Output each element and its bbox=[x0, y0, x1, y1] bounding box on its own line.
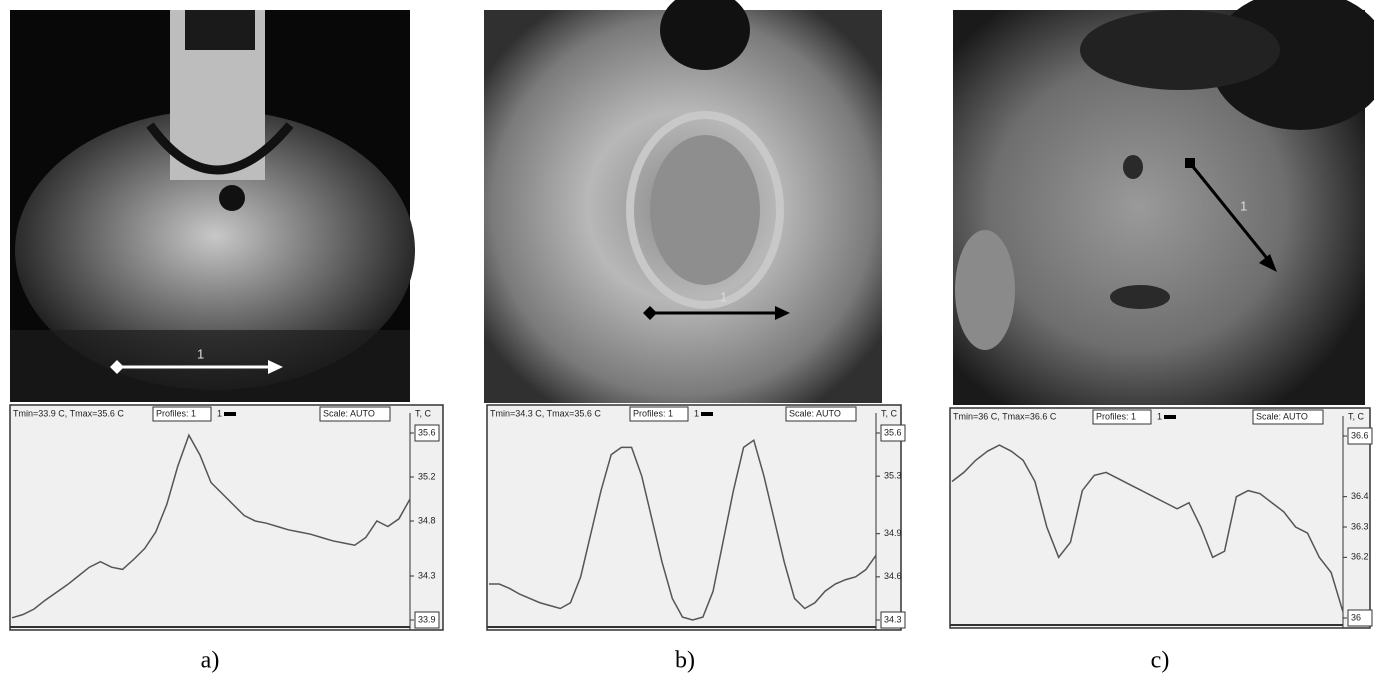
y-axis-label: T, C bbox=[881, 408, 898, 418]
y-tick-label: 34.9 bbox=[884, 528, 902, 538]
thermal-image bbox=[10, 10, 415, 402]
thermal-image bbox=[953, 0, 1374, 405]
y-axis-label: T, C bbox=[415, 408, 432, 418]
profile-annotation: 1 bbox=[1240, 198, 1247, 213]
y-tick-label: 36.6 bbox=[1351, 430, 1369, 440]
y-tick-label: 34.6 bbox=[884, 571, 902, 581]
profiles-button: Profiles: 1 bbox=[156, 408, 196, 418]
figure: Tmin=33.9 C, Tmax=35.6 C Profiles: 1 1 Scal… bbox=[0, 0, 1374, 680]
y-tick-label: 35.6 bbox=[884, 427, 902, 437]
chart-frame bbox=[950, 408, 1370, 628]
stats: Tmin=34.3 C, Tmax=35.6 C bbox=[490, 408, 601, 418]
profile-annotation: 1 bbox=[197, 346, 204, 361]
legend-swatch bbox=[224, 412, 236, 416]
y-tick-label: 35.6 bbox=[418, 427, 436, 437]
profiles-button: Profiles: 1 bbox=[633, 408, 673, 418]
y-tick-label: 36 bbox=[1351, 612, 1361, 622]
scale-button: Scale: AUTO bbox=[789, 408, 841, 418]
legend-label: 1 bbox=[1157, 411, 1162, 421]
scale-button: Scale: AUTO bbox=[1256, 411, 1308, 421]
y-tick-label: 34.3 bbox=[418, 570, 436, 580]
profiles-button: Profiles: 1 bbox=[1096, 411, 1136, 421]
panel-caption: c) bbox=[1151, 648, 1170, 674]
legend-swatch bbox=[701, 412, 713, 416]
legend-swatch bbox=[1164, 415, 1176, 419]
y-axis-label: T, C bbox=[1348, 411, 1365, 421]
legend-label: 1 bbox=[694, 408, 699, 418]
panel-caption: a) bbox=[201, 648, 220, 674]
legend-label: 1 bbox=[217, 408, 222, 418]
thermal-image bbox=[484, 0, 882, 403]
y-tick-label: 34.8 bbox=[418, 515, 436, 525]
panel-caption: b) bbox=[675, 648, 695, 674]
y-tick-label: 36.2 bbox=[1351, 552, 1369, 562]
chart-frame bbox=[487, 405, 901, 630]
y-tick-label: 34.3 bbox=[884, 614, 902, 624]
y-tick-label: 36.4 bbox=[1351, 491, 1369, 501]
y-tick-label: 36.3 bbox=[1351, 521, 1369, 531]
y-tick-label: 33.9 bbox=[418, 614, 436, 624]
y-tick-label: 35.3 bbox=[884, 471, 902, 481]
stats: Tmin=33.9 C, Tmax=35.6 C bbox=[13, 408, 124, 418]
scale-button: Scale: AUTO bbox=[323, 408, 375, 418]
y-tick-label: 35.2 bbox=[418, 471, 436, 481]
stats: Tmin=36 C, Tmax=36.6 C bbox=[953, 411, 1057, 421]
chart-frame bbox=[10, 405, 443, 630]
profile-annotation: 1 bbox=[720, 289, 727, 304]
